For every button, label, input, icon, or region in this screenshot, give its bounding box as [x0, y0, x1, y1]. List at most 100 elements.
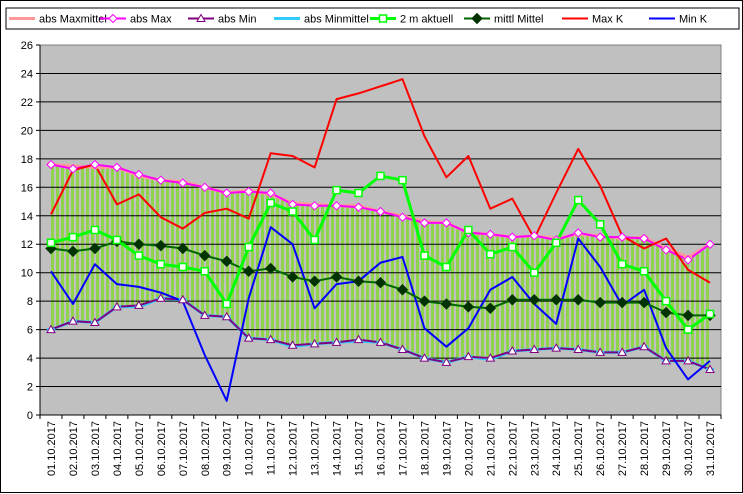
x-tick-label: 07.10.2017 — [178, 421, 190, 476]
point-abs-min — [221, 311, 232, 321]
y-tick-label: 8 — [27, 296, 33, 308]
point-2-m-aktuell — [617, 259, 627, 269]
x-tick-label: 08.10.2017 — [200, 421, 212, 476]
point-2-m-aktuell — [508, 242, 517, 252]
point-mittl-mittel — [572, 294, 584, 306]
y-tick-label: 26 — [21, 40, 33, 52]
legend-label-mittl-mittel: mittl Mittel — [494, 14, 544, 26]
point-2-m-aktuell — [595, 220, 605, 229]
point-abs-max — [617, 232, 627, 242]
point-mittl-mittel — [199, 249, 211, 262]
x-tick-label: 09.10.2017 — [222, 421, 234, 476]
point-abs-min — [705, 364, 715, 373]
point-abs-min — [265, 334, 276, 344]
y-tick-label: 4 — [27, 353, 33, 365]
point-mittl-mittel — [418, 295, 431, 307]
point-abs-min — [463, 351, 474, 361]
legend: abs Maxmittel abs Max abs Min abs Minmittel… — [5, 7, 740, 30]
point-mittl-mittel — [155, 239, 167, 252]
point-abs-min — [485, 353, 496, 362]
point-2-m-aktuell — [551, 238, 561, 248]
legend-label-abs-minmittel: abs Minmittel — [304, 14, 369, 26]
point-2-m-aktuell — [683, 325, 693, 334]
point-abs-min — [46, 324, 56, 334]
point-abs-min — [353, 334, 364, 344]
point-mittl-mittel — [133, 238, 145, 250]
point-mittl-mittel — [660, 306, 672, 319]
point-abs-min — [331, 337, 342, 346]
point-abs-max — [134, 169, 144, 180]
x-tick-label: 23.10.2017 — [529, 421, 541, 476]
point-abs-max — [243, 186, 254, 197]
point-2-m-aktuell — [178, 262, 188, 272]
series-line-max-k — [50, 78, 711, 284]
legend-label-min-k: Min K — [679, 14, 708, 26]
point-mittl-mittel — [264, 262, 277, 275]
point-mittl-mittel — [506, 294, 519, 306]
point-abs-max — [222, 188, 232, 198]
x-tick-label: 17.10.2017 — [397, 421, 409, 476]
point-2-m-aktuell — [639, 267, 649, 276]
point-abs-min — [595, 347, 606, 356]
point-2-m-aktuell — [420, 251, 429, 260]
x-tick-label: 01.10.2017 — [46, 421, 58, 476]
legend-label-abs-maxmittel: abs Maxmittel — [39, 14, 107, 26]
x-tick-label: 25.10.2017 — [573, 421, 585, 476]
point-abs-min — [661, 355, 671, 365]
x-tick-label: 16.10.2017 — [376, 421, 388, 476]
point-abs-min — [551, 343, 562, 352]
point-mittl-mittel — [330, 271, 343, 283]
point-2-m-aktuell — [244, 242, 253, 252]
y-tick-label: 16 — [21, 182, 33, 194]
point-2-m-aktuell — [705, 309, 715, 319]
point-mittl-mittel — [374, 276, 387, 289]
x-tick-label: 14.10.2017 — [332, 421, 344, 476]
y-tick-label: 0 — [27, 410, 33, 422]
y-tick-label: 12 — [21, 239, 33, 251]
point-2-m-aktuell — [266, 198, 275, 208]
x-tick-label: 21.10.2017 — [485, 421, 497, 476]
point-2-m-aktuell — [134, 251, 144, 260]
point-2-m-aktuell — [222, 299, 231, 309]
y-tick-label: 18 — [21, 154, 33, 166]
point-mittl-mittel — [286, 271, 299, 283]
point-abs-max — [375, 206, 386, 217]
point-2-m-aktuell — [46, 238, 56, 248]
point-abs-max — [705, 239, 715, 249]
x-tick-label: 15.10.2017 — [354, 421, 366, 476]
point-2-m-aktuell — [156, 259, 166, 269]
point-2-m-aktuell — [90, 225, 100, 235]
point-abs-min — [90, 317, 100, 326]
point-abs-min — [243, 333, 254, 342]
point-mittl-mittel — [440, 298, 453, 310]
legend-label-abs-min: abs Min — [218, 14, 257, 26]
legend-label-abs-max: abs Max — [130, 14, 172, 26]
point-abs-max — [265, 188, 276, 198]
point-abs-max — [507, 232, 518, 242]
x-tick-label: 12.10.2017 — [288, 421, 300, 476]
point-abs-min — [573, 344, 584, 354]
point-2-m-aktuell — [376, 171, 385, 181]
y-tick-label: 20 — [21, 125, 33, 137]
point-2-m-aktuell — [112, 235, 122, 245]
x-tick-label: 13.10.2017 — [310, 421, 322, 476]
point-abs-min — [375, 337, 386, 346]
legend-label-2-m-aktuell: 2 m aktuell — [400, 14, 453, 26]
legend-label-max-k: Max K — [592, 14, 624, 26]
point-abs-min — [287, 340, 298, 349]
point-mittl-mittel — [682, 309, 694, 322]
point-abs-max — [419, 218, 430, 228]
point-2-m-aktuell — [464, 225, 473, 235]
x-tick-label: 26.10.2017 — [595, 421, 607, 476]
point-abs-min — [617, 347, 628, 356]
point-abs-max — [485, 229, 496, 239]
x-tick-label: 04.10.2017 — [112, 421, 124, 476]
point-abs-min — [639, 341, 649, 351]
x-tick-label: 29.10.2017 — [661, 421, 673, 476]
point-abs-min — [68, 316, 78, 325]
point-mittl-mittel — [67, 245, 79, 258]
point-abs-max — [683, 255, 693, 265]
point-2-m-aktuell — [442, 262, 451, 272]
